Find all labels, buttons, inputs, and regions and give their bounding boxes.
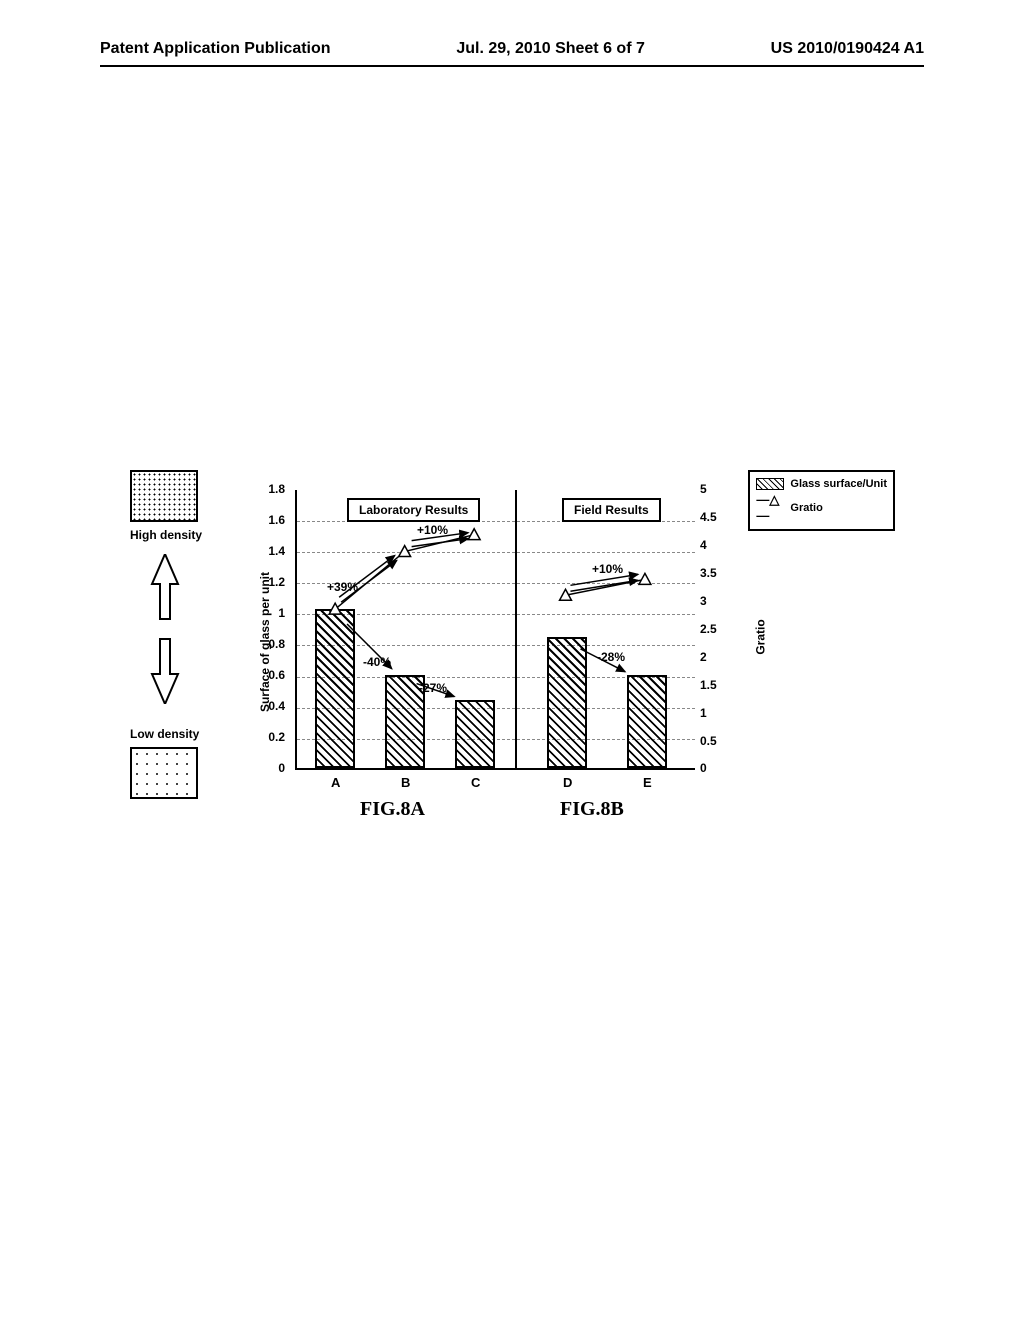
y-right-tick: 1.5 bbox=[700, 678, 717, 692]
bar-a bbox=[315, 609, 355, 768]
y-left-tick: 0.4 bbox=[268, 699, 285, 713]
y-right-tick: 3 bbox=[700, 594, 707, 608]
gridline bbox=[297, 614, 695, 615]
gridline bbox=[297, 645, 695, 646]
annotation-bar-ab: -40% bbox=[363, 655, 391, 669]
legend-line-label: Gratio bbox=[790, 502, 822, 514]
y-right-tick: 3.5 bbox=[700, 566, 717, 580]
header-left: Patent Application Publication bbox=[100, 40, 331, 58]
legend-bar-label: Glass surface/Unit bbox=[790, 478, 887, 490]
low-density-swatch bbox=[130, 747, 198, 799]
y-left-tick: 0.6 bbox=[268, 668, 285, 682]
figure-label-a: FIG.8A bbox=[360, 798, 425, 821]
legend-line-swatch-icon: —△— bbox=[756, 492, 784, 523]
y-left-tick: 1.8 bbox=[268, 482, 285, 496]
high-density-swatch bbox=[130, 470, 198, 522]
header-right: US 2010/0190424 A1 bbox=[771, 40, 924, 58]
y-right-tick: 2.5 bbox=[700, 622, 717, 636]
y-right-axis-label: Gratio bbox=[753, 619, 767, 654]
annotation-line-ab: +39% bbox=[327, 580, 358, 594]
low-density-label: Low density bbox=[130, 727, 215, 741]
x-label: D bbox=[563, 775, 572, 790]
x-label: A bbox=[331, 775, 340, 790]
density-arrow-icon bbox=[150, 554, 180, 704]
y-left-tick: 0 bbox=[278, 761, 285, 775]
y-left-tick: 1 bbox=[278, 606, 285, 620]
annotation-bar-de: -28% bbox=[597, 650, 625, 664]
chart-area: Surface of glass per unit 1.8 1.6 1.4 1.… bbox=[240, 490, 750, 810]
y-right-tick: 4 bbox=[700, 538, 707, 552]
legend-bar-swatch-icon bbox=[756, 478, 784, 490]
figure-label-b: FIG.8B bbox=[560, 798, 624, 821]
y-left-tick: 1.6 bbox=[268, 513, 285, 527]
annotation-bar-bc: -27% bbox=[419, 681, 447, 695]
y-right-axis: 5 4.5 4 3.5 3 2.5 2 1.5 1 0.5 0 bbox=[695, 490, 735, 770]
y-right-tick: 5 bbox=[700, 482, 707, 496]
y-left-axis: 1.8 1.6 1.4 1.2 1 0.8 0.6 0.4 0.2 0 bbox=[240, 490, 290, 780]
annotation-line-de: +10% bbox=[592, 562, 623, 576]
legend-bar-row: Glass surface/Unit bbox=[756, 478, 887, 490]
bar-c bbox=[455, 700, 495, 768]
y-right-tick: 4.5 bbox=[700, 510, 717, 524]
bar-d bbox=[547, 637, 587, 768]
y-right-tick: 1 bbox=[700, 706, 707, 720]
legend-line-row: —△— Gratio bbox=[756, 492, 887, 523]
x-label: C bbox=[471, 775, 480, 790]
y-left-tick: 0.8 bbox=[268, 637, 285, 651]
gridline bbox=[297, 552, 695, 553]
y-right-tick: 0 bbox=[700, 761, 707, 775]
y-right-tick: 2 bbox=[700, 650, 707, 664]
bar-e bbox=[627, 675, 667, 768]
legend: Glass surface/Unit —△— Gratio bbox=[748, 470, 895, 531]
y-left-tick: 1.4 bbox=[268, 544, 285, 558]
header-rule bbox=[100, 65, 924, 67]
x-label: E bbox=[643, 775, 652, 790]
y-right-tick: 0.5 bbox=[700, 734, 717, 748]
high-density-label: High density bbox=[130, 528, 215, 542]
page-header: Patent Application Publication Jul. 29, … bbox=[0, 40, 1024, 58]
y-left-tick: 1.2 bbox=[268, 575, 285, 589]
plot-region: Laboratory Results Field Results A B C D… bbox=[295, 490, 695, 770]
header-center: Jul. 29, 2010 Sheet 6 of 7 bbox=[456, 40, 645, 58]
figure-8: High density Low density Surface of glas… bbox=[130, 490, 910, 850]
x-label: B bbox=[401, 775, 410, 790]
lab-title: Laboratory Results bbox=[347, 498, 480, 522]
field-title: Field Results bbox=[562, 498, 661, 522]
panel-divider bbox=[515, 490, 517, 768]
y-left-tick: 0.2 bbox=[268, 730, 285, 744]
density-panel: High density Low density bbox=[130, 470, 215, 799]
annotation-line-bc: +10% bbox=[417, 523, 448, 537]
